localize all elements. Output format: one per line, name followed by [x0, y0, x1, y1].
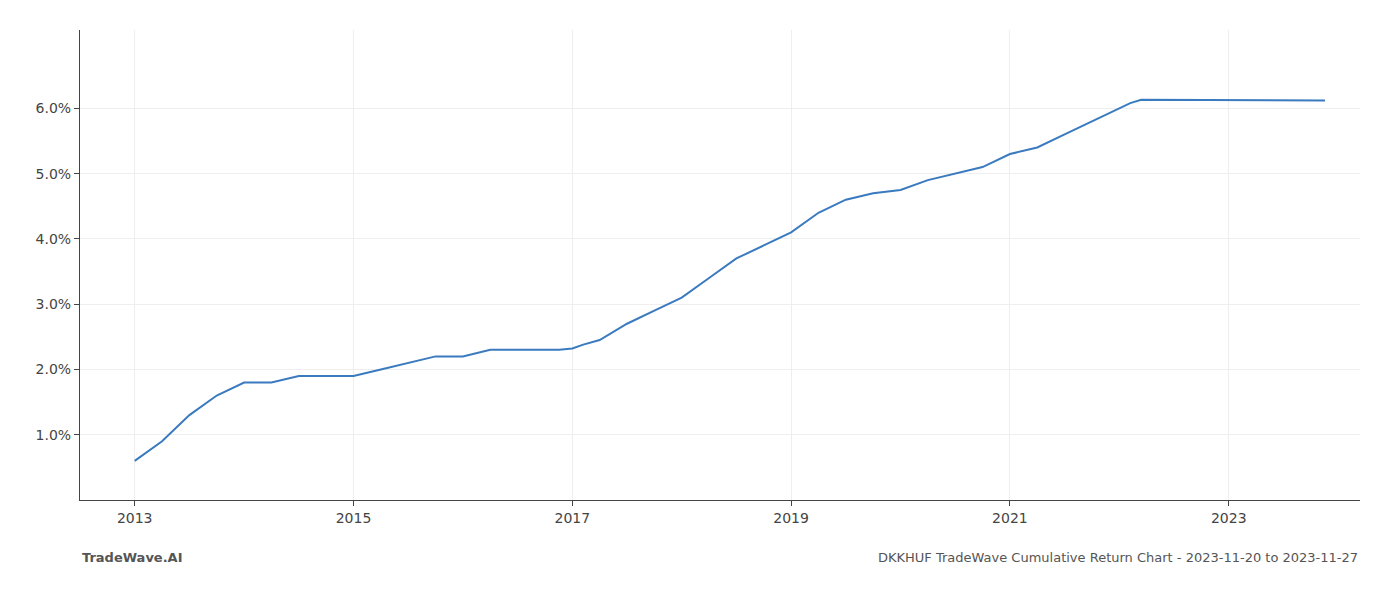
- svg-text:2021: 2021: [992, 510, 1028, 526]
- svg-text:2015: 2015: [336, 510, 372, 526]
- svg-text:3.0%: 3.0%: [36, 296, 72, 312]
- svg-text:2023: 2023: [1211, 510, 1247, 526]
- svg-text:2019: 2019: [773, 510, 809, 526]
- svg-text:1.0%: 1.0%: [36, 427, 72, 443]
- svg-text:TradeWave.AI: TradeWave.AI: [82, 550, 183, 565]
- svg-text:5.0%: 5.0%: [36, 166, 72, 182]
- svg-text:2013: 2013: [117, 510, 153, 526]
- svg-text:DKKHUF TradeWave Cumulative Re: DKKHUF TradeWave Cumulative Return Chart…: [878, 550, 1358, 565]
- svg-text:2017: 2017: [554, 510, 590, 526]
- svg-text:6.0%: 6.0%: [36, 100, 72, 116]
- svg-text:4.0%: 4.0%: [36, 231, 72, 247]
- svg-text:2.0%: 2.0%: [36, 361, 72, 377]
